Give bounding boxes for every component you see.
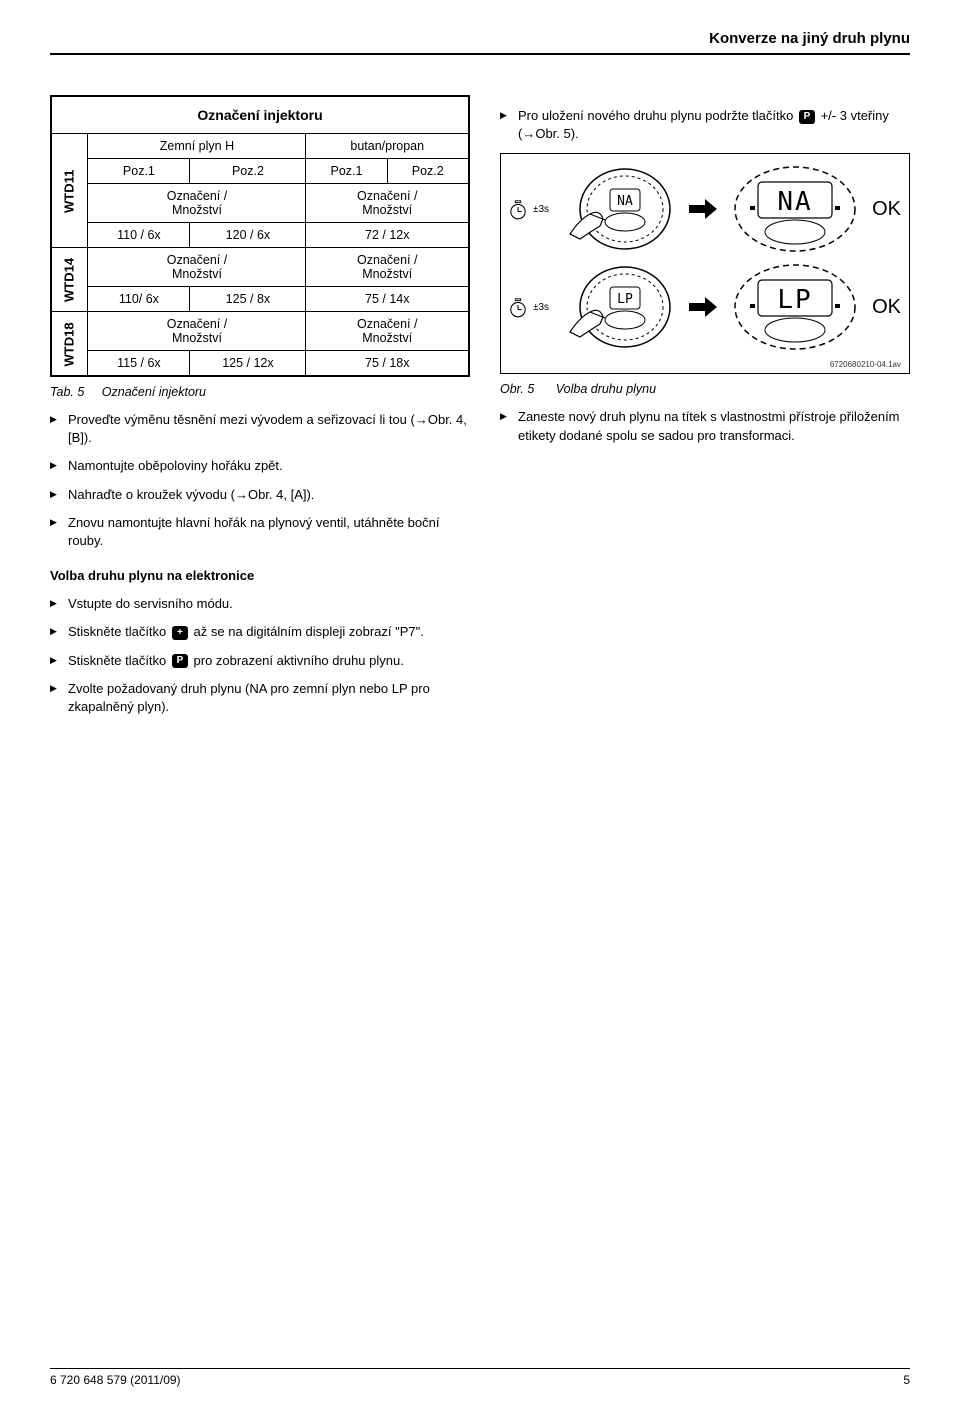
disp-na-sm: NA [617,194,633,209]
model-wtd11: WTD11 [51,134,88,248]
plus-badge: + [172,626,188,640]
fig5-text: Volba druhu plynu [556,382,656,396]
label-18a: Označení /Množství [88,312,306,351]
rb-top: Pro uložení nového druhu plynu podržte t… [500,107,910,143]
lb1-2: Nahraďte o kroužek vývodu (→Obr. 4, [A])… [50,486,470,504]
tab5-caption: Tab. 5 Označení injektoru [50,385,470,399]
v11-1: 110 / 6x [88,223,190,248]
fig-id: 6720680210-04.1av [509,360,901,369]
gas-bp: butan/propan [306,134,469,159]
v14-2: 125 / 8x [190,287,306,312]
tab5-text: Označení injektoru [102,385,206,399]
label-11a: Označení /Množství [88,184,306,223]
inj-table-title: Označení injektoru [51,96,469,134]
ok-1: OK [872,198,901,221]
ok-2: OK [872,296,901,319]
disp-lp-sm: LP [617,292,633,307]
label-11b: Označení /Množství [306,184,469,223]
v14-3: 75 / 14x [306,287,469,312]
tab5-no: Tab. 5 [50,385,84,399]
timer-label-1: ±3s [533,204,549,215]
lb2-c-post: pro zobrazení aktivního druhu plynu. [194,653,404,668]
rb-top-pre: Pro uložení nového druhu plynu podržte t… [518,108,793,123]
fig-row-2: ±3s LP LP [509,262,901,352]
lb2-c: Stiskněte tlačítko P pro zobrazení aktiv… [50,652,470,670]
disp-na-big: NA [778,187,813,217]
injector-table: Označení injektoru WTD11 Zemní plyn H bu… [50,95,470,377]
disp-lp-big: LP [778,285,813,315]
arrow-icon-1 [687,197,719,221]
figure-5: ±3s NA NA [500,153,910,374]
fig-row-1: ±3s NA NA [509,164,901,254]
lb2-c-pre: Stiskněte tlačítko [68,653,166,668]
label-18b: Označení /Množství [306,312,469,351]
label-14a: Označení /Množství [88,248,306,287]
left-subhead: Volba druhu plynu na elektronice [50,568,470,583]
v18-3: 75 / 18x [306,351,469,377]
fig5-no: Obr. 5 [500,382,534,396]
v11-2: 120 / 6x [190,223,306,248]
model-wtd18: WTD18 [51,312,88,377]
v11-3: 72 / 12x [306,223,469,248]
poz2: Poz.2 [190,159,306,184]
big-display-lp: LP [730,262,860,352]
p-badge: P [172,654,188,668]
label-14b: Označení /Množství [306,248,469,287]
lb2-b-pre: Stiskněte tlačítko [68,624,166,639]
v18-1: 115 / 6x [88,351,190,377]
lb1-3: Znovu namontujte hlavní hořák na plynový… [50,514,470,550]
model-wtd14: WTD14 [51,248,88,312]
hand-device-lp: LP [555,262,675,352]
v18-2: 125 / 12x [190,351,306,377]
lb2-d: Zvolte požadovaný druh plynu (NA pro zem… [50,680,470,716]
left-bullets-1: Proveďte výměnu těsnění mezi vývodem a s… [50,411,470,550]
poz2b: Poz.2 [387,159,469,184]
timer-label-2: ±3s [533,302,549,313]
arrow-icon-2 [687,295,719,319]
p-badge-2: P [799,110,815,124]
page-header-title: Konverze na jiný druh plynu [50,30,910,53]
lb1-0: Proveďte výměnu těsnění mezi vývodem a s… [50,411,470,447]
footer-right: 5 [903,1373,910,1387]
lb2-a: Vstupte do servisního módu. [50,595,470,613]
fig5-caption: Obr. 5 Volba druhu plynu [500,382,910,396]
clock-icon [509,199,527,221]
right-bullet-after: Zaneste nový druh plynu na títek s vlast… [500,408,910,444]
rb-after: Zaneste nový druh plynu na títek s vlast… [500,408,910,444]
left-bullets-2: Vstupte do servisního módu. Stiskněte tl… [50,595,470,716]
footer-left: 6 720 648 579 (2011/09) [50,1373,181,1387]
big-display-na: NA [730,164,860,254]
poz1: Poz.1 [88,159,190,184]
v14-1: 110/ 6x [88,287,190,312]
header-divider [50,53,910,55]
page-footer: 6 720 648 579 (2011/09) 5 [50,1368,910,1387]
gas-h: Zemní plyn H [88,134,306,159]
right-bullet-top: Pro uložení nového druhu plynu podržte t… [500,107,910,143]
clock-icon-2 [509,297,527,319]
lb1-1: Namontujte oběpoloviny hořáku zpět. [50,457,470,475]
poz1b: Poz.1 [306,159,387,184]
lb2-b-post: až se na digitálním displeji zobrazí "P7… [194,624,424,639]
hand-device-na: NA [555,164,675,254]
lb2-b: Stiskněte tlačítko + až se na digitálním… [50,623,470,641]
